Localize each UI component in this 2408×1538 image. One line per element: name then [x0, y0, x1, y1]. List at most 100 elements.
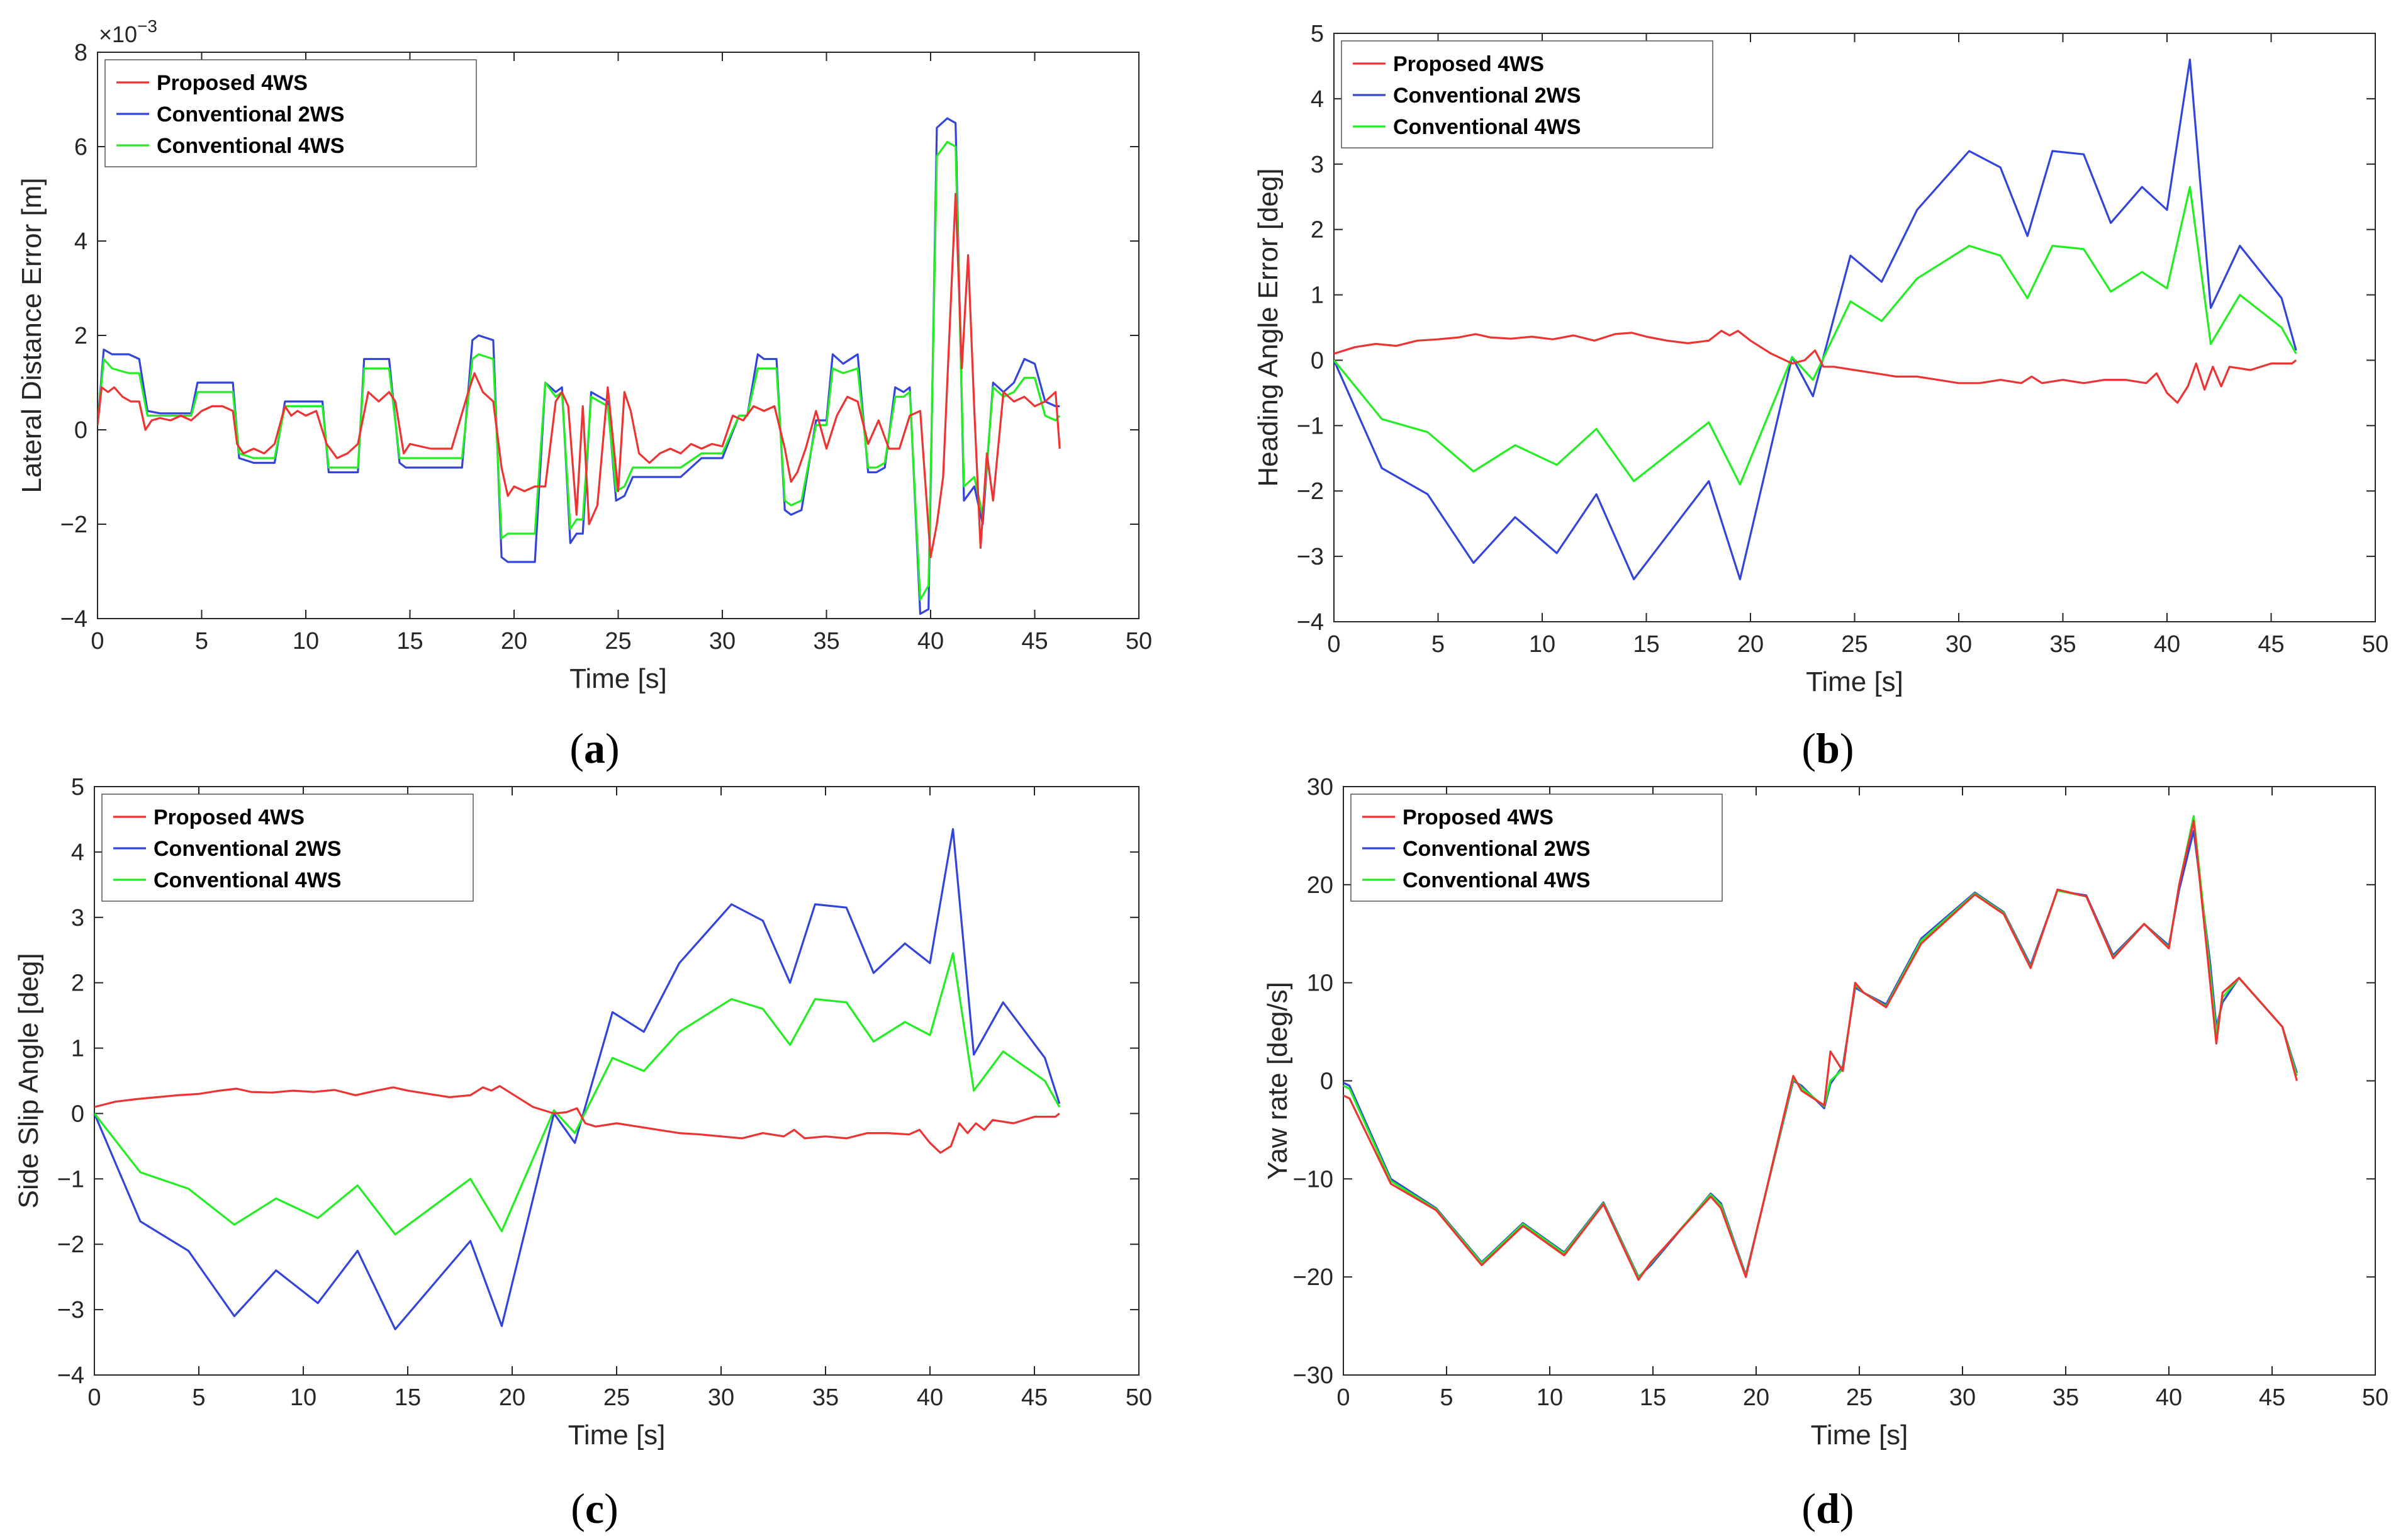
y-tick-label: 3 — [1311, 152, 1324, 178]
legend-entry: Conventional 2WS — [1403, 837, 1590, 861]
x-tick-label: 25 — [1846, 1384, 1873, 1411]
x-tick-label: 45 — [1021, 628, 1048, 654]
legend-entry: Proposed 4WS — [157, 71, 308, 95]
caption-open: ( — [1801, 1485, 1816, 1532]
x-tick-label: 30 — [709, 628, 736, 654]
y-tick-label: −3 — [57, 1297, 84, 1323]
y-tick-label: 0 — [71, 1101, 84, 1127]
y-tick-label: 0 — [74, 417, 87, 444]
x-tick-label: 45 — [2259, 1384, 2285, 1411]
panel-caption: (c) — [571, 1485, 619, 1532]
legend: Proposed 4WS Conventional 2WS Conventional… — [1341, 40, 1713, 149]
exponent-label: ×10−3 — [99, 16, 157, 47]
legend: Proposed 4WS Conventional 2WS Conventional… — [104, 59, 477, 167]
caption-open: ( — [569, 724, 584, 772]
exponent-power: −3 — [137, 16, 157, 36]
legend-entry: Conventional 4WS — [157, 134, 344, 158]
series-line-conventional-4ws — [94, 952, 1061, 1236]
caption-letter: a — [584, 724, 605, 772]
y-tick-label: 4 — [1311, 86, 1324, 113]
y-tick-label: 2 — [71, 970, 84, 997]
x-tick-label: 0 — [1327, 631, 1340, 658]
x-tick-label: 40 — [2156, 1384, 2182, 1411]
legend: Proposed 4WS Conventional 2WS Conventional… — [1350, 794, 1723, 902]
caption-open: ( — [571, 1485, 585, 1532]
caption-close: ) — [1840, 724, 1854, 772]
series-line-conventional-4ws — [1334, 186, 2297, 486]
panel-caption: (a) — [569, 724, 619, 772]
legend-box — [104, 59, 477, 167]
x-tick-label: 50 — [2362, 1384, 2388, 1411]
x-tick-label: 35 — [2049, 631, 2076, 658]
x-tick-label: 5 — [1431, 631, 1445, 658]
x-tick-label: 20 — [1737, 631, 1764, 658]
y-tick-label: 2 — [74, 323, 87, 349]
x-tick-label: 45 — [1021, 1384, 1048, 1411]
x-tick-label: 10 — [1537, 1384, 1563, 1411]
x-tick-label: 45 — [2258, 631, 2284, 658]
caption-letter: d — [1816, 1485, 1840, 1532]
x-tick-label: 15 — [395, 1384, 421, 1411]
legend-box — [1341, 40, 1713, 149]
caption-letter: c — [585, 1485, 604, 1532]
x-tick-label: 15 — [1633, 631, 1659, 658]
series-line-proposed-4ws — [1334, 330, 2297, 404]
chart-panel-a: 0 5 10 15 20 25 30 35 40 45 50 −4 −2 0 2 4 6 8 ×10−3 Time [… — [16, 16, 1152, 772]
y-tick-label: −2 — [57, 1232, 84, 1258]
y-tick-label: −4 — [1297, 609, 1324, 636]
y-axis-title: Side Slip Angle [deg] — [13, 953, 44, 1208]
x-tick-label: 25 — [605, 628, 631, 654]
y-tick-label: 6 — [74, 134, 87, 160]
x-tick-label: 10 — [290, 1384, 316, 1411]
x-tick-label: 35 — [2052, 1384, 2079, 1411]
y-tick-label: −10 — [1293, 1166, 1333, 1193]
panel-caption: (d) — [1801, 1485, 1854, 1532]
x-axis-title: Time [s] — [1811, 1420, 1908, 1451]
x-tick-label: 15 — [1640, 1384, 1666, 1411]
series-line-conventional-2ws — [1334, 58, 2297, 581]
x-tick-label: 50 — [1126, 1384, 1152, 1411]
legend-box — [101, 794, 474, 902]
x-tick-label: 50 — [2362, 631, 2388, 658]
legend-entry: Conventional 4WS — [1403, 868, 1590, 892]
x-axis-title: Time [s] — [569, 663, 667, 694]
x-tick-label: 30 — [1949, 1384, 1976, 1411]
x-tick-label: 50 — [1126, 628, 1152, 654]
x-tick-label: 40 — [917, 1384, 943, 1411]
series-line-proposed-4ws — [1343, 819, 2298, 1281]
x-tick-label: 20 — [501, 628, 527, 654]
caption-close: ) — [605, 724, 620, 772]
y-tick-label: 5 — [71, 774, 84, 800]
x-tick-label: 15 — [396, 628, 423, 654]
x-tick-label: 20 — [499, 1384, 525, 1411]
caption-letter: b — [1816, 724, 1840, 772]
y-tick-label: −30 — [1293, 1362, 1333, 1389]
legend-box — [1350, 794, 1723, 902]
legend-entry: Conventional 2WS — [154, 837, 341, 861]
legend-entry: Conventional 4WS — [154, 868, 341, 892]
y-tick-label: 2 — [1311, 217, 1324, 244]
y-tick-label: 20 — [1307, 872, 1333, 899]
y-tick-label: −2 — [1297, 478, 1324, 505]
x-tick-label: 0 — [87, 1384, 101, 1411]
y-axis-title: Yaw rate [deg/s] — [1262, 982, 1293, 1180]
y-tick-label: −1 — [1297, 413, 1324, 439]
y-axis-title: Lateral Distance Error [m] — [16, 177, 47, 493]
legend-entry: Conventional 2WS — [1393, 84, 1581, 108]
series-line-conventional-2ws — [94, 828, 1061, 1330]
y-axis-title: Heading Angle Error [deg] — [1253, 168, 1284, 486]
series-line-proposed-4ws — [94, 1085, 1060, 1154]
series-line-conventional-4ws — [98, 140, 1061, 601]
x-tick-label: 40 — [917, 628, 944, 654]
caption-close: ) — [1840, 1485, 1854, 1532]
x-tick-label: 0 — [1336, 1384, 1350, 1411]
x-tick-label: 35 — [813, 628, 839, 654]
y-tick-label: −20 — [1293, 1264, 1333, 1291]
x-tick-label: 5 — [192, 1384, 205, 1411]
y-tick-label: −4 — [57, 1362, 84, 1389]
legend-entry: Conventional 2WS — [157, 103, 344, 126]
y-tick-label: 1 — [1311, 283, 1324, 309]
